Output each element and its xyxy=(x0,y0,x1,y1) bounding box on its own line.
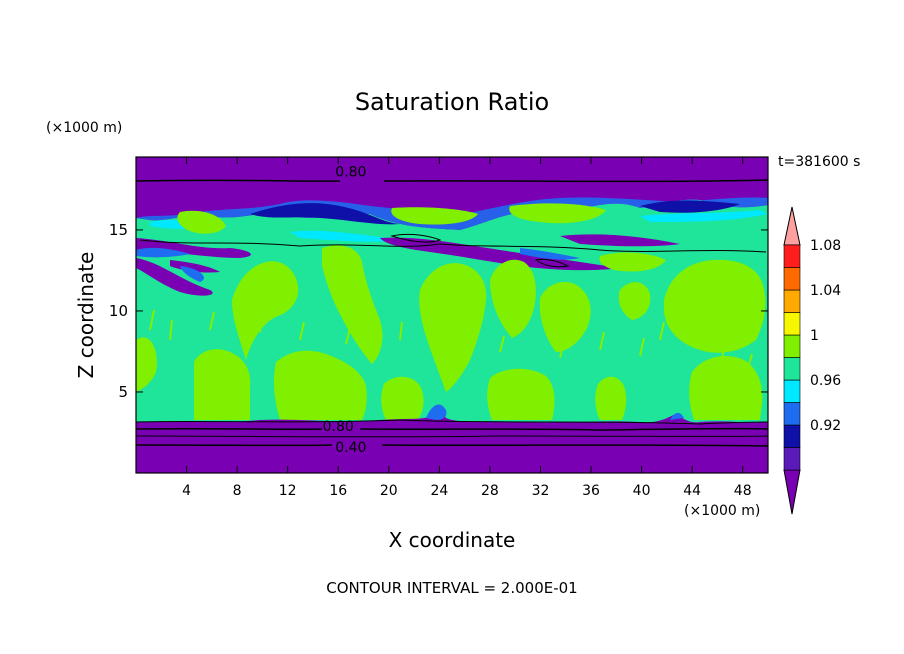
field-cloud-plume-4 xyxy=(490,259,536,338)
contour-labels: 0.80 0.80 0.40 xyxy=(323,165,367,456)
x-tick-label: 20 xyxy=(380,483,398,499)
x-axis-label: X coordinate xyxy=(388,528,516,552)
contour-label: 0.80 xyxy=(335,165,366,181)
colorbar-bin xyxy=(783,267,801,291)
x-tick-label: 40 xyxy=(633,483,651,499)
time-label: t=381600 s xyxy=(778,154,861,170)
x-tick-label: 8 xyxy=(233,483,242,499)
field-cloud-plume-1 xyxy=(232,261,299,360)
colorbar-bin xyxy=(783,447,801,471)
y-axis-label: Z coordinate xyxy=(74,251,98,379)
x-tick-label: 16 xyxy=(329,483,347,499)
contour-line-0.80-top xyxy=(136,179,768,183)
field-upper-green-patch-2 xyxy=(391,207,478,225)
x-tick-label: 28 xyxy=(481,483,499,499)
contour-line-0.80-bottom xyxy=(136,427,768,431)
field-cloud-plume-3 xyxy=(419,263,487,392)
colorbar-label: 0.92 xyxy=(810,418,841,434)
field-lower-dry-layer xyxy=(136,410,768,473)
colorbar-bin xyxy=(783,334,801,358)
field-low-cloud-3 xyxy=(273,350,367,420)
x-axis-ticks: 4 8 12 16 20 24 28 32 36 40 44 48 xyxy=(182,157,752,499)
colorbar-bin-upper-overflow xyxy=(783,206,801,246)
x-tick-label: 48 xyxy=(734,483,752,499)
field-cloud-plume-6 xyxy=(664,259,766,353)
field-cloud-plume-7 xyxy=(618,282,651,320)
contour-lines xyxy=(136,179,768,447)
plot-frame xyxy=(135,156,769,474)
field-low-cloud-1 xyxy=(136,337,157,392)
field-low-cloud-6 xyxy=(595,376,627,420)
y-axis-ticks: 5 10 15 xyxy=(109,221,768,401)
x-tick-label: 4 xyxy=(182,483,191,499)
field-upper-green-patch-4 xyxy=(599,252,666,272)
contour-label: 0.40 xyxy=(335,440,366,456)
contour-line-1.00-lower xyxy=(136,419,768,425)
field-cloud-plume-5 xyxy=(539,282,591,352)
field-moist-band xyxy=(136,157,768,473)
colorbar-bin-lower-overflow xyxy=(783,469,801,515)
contour-field xyxy=(136,157,768,473)
field-upper-green-patch-1 xyxy=(177,210,226,234)
contour-line-0.60-bottom xyxy=(136,435,768,438)
field-cloud-plume-2 xyxy=(322,245,383,364)
field-upper-cyan-rim xyxy=(150,210,768,242)
colorbar: 1.08 1.04 1 0.96 0.92 xyxy=(783,206,841,515)
contour-line-0.40-bottom xyxy=(136,444,768,447)
x-tick-label: 32 xyxy=(532,483,550,499)
chart-title: Saturation Ratio xyxy=(354,88,550,116)
field-mid-dry-tongue-west xyxy=(136,238,251,296)
colorbar-bin xyxy=(783,289,801,313)
y-tick-label: 15 xyxy=(109,221,128,239)
x-tick-label: 36 xyxy=(582,483,600,499)
colorbar-label: 1 xyxy=(810,328,819,344)
contour-interval-label: CONTOUR INTERVAL = 2.000E-01 xyxy=(326,579,578,597)
field-low-cloud-2 xyxy=(194,349,251,420)
colorbar-bin xyxy=(783,312,801,336)
field-low-cloud-5 xyxy=(487,368,555,420)
y-tick-label: 10 xyxy=(109,302,128,320)
field-upper-dry-layer xyxy=(136,157,768,230)
y-tick-label: 5 xyxy=(118,383,128,401)
colorbar-bin xyxy=(783,357,801,381)
contour-label: 0.80 xyxy=(323,419,354,435)
field-mid-blue-patches xyxy=(136,247,580,282)
colorbar-label: 1.04 xyxy=(810,283,841,299)
x-axis-unit: (×1000 m) xyxy=(684,503,761,519)
field-upper-green-patch-3 xyxy=(509,203,606,224)
colorbar-bin xyxy=(783,379,801,403)
colorbar-bin xyxy=(783,402,801,426)
colorbar-label: 1.08 xyxy=(810,238,841,254)
contour-line-1.00-upper xyxy=(139,239,767,253)
x-tick-label: 44 xyxy=(683,483,701,499)
field-low-cloud-7 xyxy=(689,356,763,420)
colorbar-label: 0.96 xyxy=(810,373,841,389)
field-upper-blue-edge xyxy=(136,197,768,230)
contour-line-1.00-patches xyxy=(390,233,570,268)
colorbar-bin xyxy=(783,244,801,268)
field-low-cloud-4 xyxy=(381,376,424,420)
y-axis-unit: (×1000 m) xyxy=(46,120,123,136)
field-cloud-streaks xyxy=(149,309,753,369)
x-tick-label: 12 xyxy=(279,483,297,499)
x-tick-label: 24 xyxy=(430,483,448,499)
field-lower-blue-bumps xyxy=(426,404,684,420)
field-mid-dry-tongue-east xyxy=(380,234,680,271)
field-upper-navy-core xyxy=(250,200,740,225)
colorbar-bin xyxy=(783,424,801,448)
